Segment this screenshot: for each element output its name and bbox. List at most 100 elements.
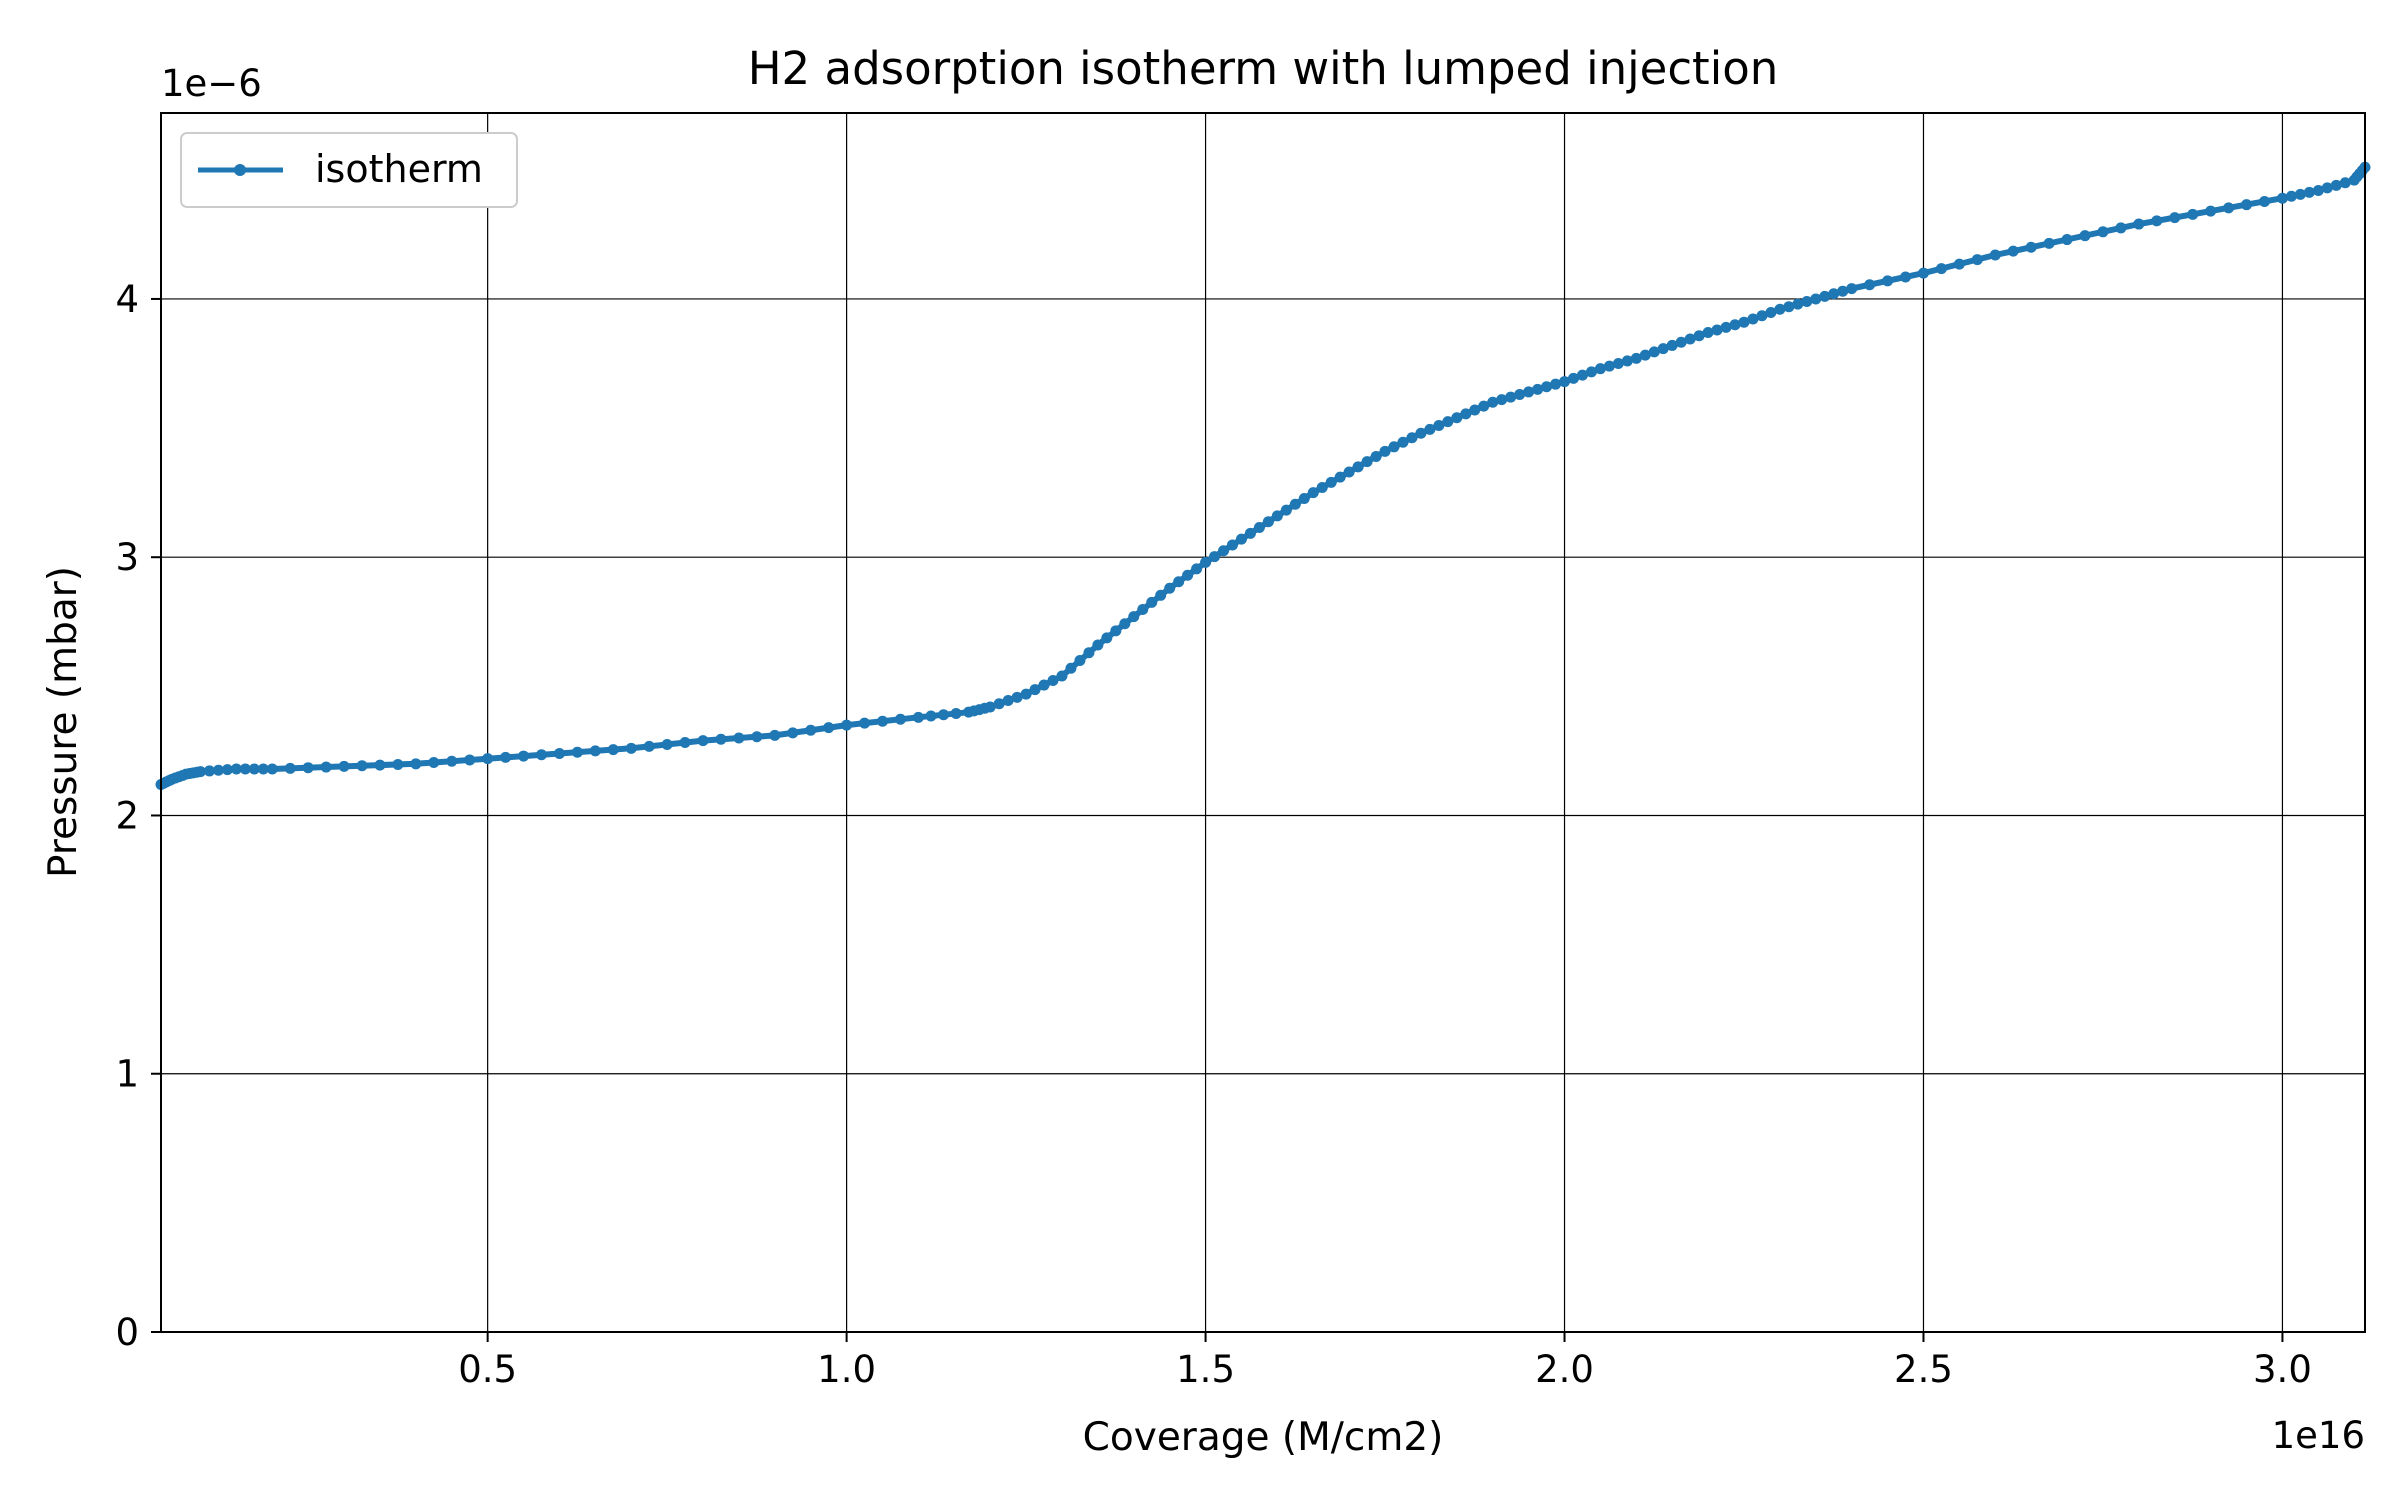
data-point bbox=[356, 760, 368, 772]
legend-box bbox=[180, 132, 518, 208]
y-axis-label: Pressure (mbar) bbox=[41, 566, 86, 878]
data-point bbox=[410, 758, 422, 770]
data-point bbox=[787, 727, 799, 739]
data-point bbox=[1002, 695, 1014, 707]
data-point bbox=[2061, 234, 2073, 246]
data-point bbox=[1271, 510, 1283, 522]
data-point bbox=[320, 761, 332, 773]
data-point bbox=[1352, 461, 1364, 473]
data-point bbox=[1155, 589, 1167, 601]
data-point bbox=[1576, 369, 1588, 381]
data-point bbox=[661, 738, 673, 750]
plot-background bbox=[161, 113, 2365, 1332]
data-point bbox=[1801, 296, 1813, 308]
data-point bbox=[257, 763, 269, 775]
data-point bbox=[841, 719, 853, 731]
data-point bbox=[1451, 412, 1463, 424]
y-tick-label: 3 bbox=[115, 536, 139, 579]
data-point bbox=[1702, 327, 1714, 339]
data-point bbox=[1029, 684, 1041, 696]
data-point bbox=[2097, 226, 2109, 238]
data-point bbox=[1989, 249, 2001, 261]
data-point bbox=[1657, 343, 1669, 355]
data-point bbox=[1020, 688, 1032, 700]
data-point bbox=[859, 717, 871, 729]
data-point bbox=[1639, 349, 1651, 361]
data-point bbox=[1774, 303, 1786, 315]
data-point bbox=[715, 733, 727, 745]
data-point bbox=[1711, 324, 1723, 336]
series-markers-isotherm bbox=[155, 161, 2371, 790]
data-point bbox=[1666, 339, 1678, 351]
data-point bbox=[212, 764, 224, 776]
data-point bbox=[769, 729, 781, 741]
data-point bbox=[1882, 275, 1894, 287]
data-point bbox=[553, 747, 565, 759]
data-point bbox=[2339, 177, 2351, 189]
data-point bbox=[1810, 293, 1822, 305]
data-point bbox=[1182, 569, 1194, 581]
data-point bbox=[2007, 245, 2019, 257]
data-point bbox=[751, 731, 763, 743]
data-point bbox=[2187, 208, 2199, 220]
data-point bbox=[1971, 254, 1983, 266]
data-point bbox=[1514, 389, 1526, 401]
data-point bbox=[221, 764, 233, 776]
x-tick-label: 3.0 bbox=[2253, 1348, 2312, 1391]
data-point bbox=[1173, 576, 1185, 588]
data-point bbox=[1846, 283, 1858, 295]
data-point bbox=[697, 735, 709, 747]
data-point bbox=[938, 709, 950, 721]
data-point bbox=[1935, 263, 1947, 275]
data-point bbox=[535, 749, 547, 761]
data-point bbox=[2205, 205, 2217, 217]
x-tick-label: 1.5 bbox=[1176, 1348, 1235, 1391]
data-point bbox=[1837, 285, 1849, 297]
data-point bbox=[1200, 556, 1212, 568]
data-point bbox=[1307, 487, 1319, 499]
data-point bbox=[1433, 419, 1445, 431]
data-point bbox=[1630, 352, 1642, 364]
data-point bbox=[1828, 288, 1840, 300]
data-point bbox=[1209, 551, 1221, 563]
data-point bbox=[1074, 655, 1086, 667]
data-point bbox=[805, 724, 817, 736]
x-scale-label: 1e16 bbox=[2272, 1414, 2365, 1457]
data-point bbox=[1038, 679, 1050, 691]
data-point bbox=[500, 751, 512, 763]
data-point bbox=[912, 711, 924, 723]
data-point bbox=[1110, 625, 1122, 637]
data-point bbox=[1218, 545, 1230, 557]
series-layer bbox=[155, 161, 2371, 790]
data-point bbox=[679, 737, 691, 749]
data-point bbox=[1756, 310, 1768, 322]
data-point bbox=[1594, 363, 1606, 375]
data-point bbox=[302, 762, 314, 774]
data-point bbox=[2276, 192, 2288, 204]
data-point bbox=[1092, 639, 1104, 651]
data-point bbox=[2330, 179, 2342, 191]
data-point bbox=[1783, 301, 1795, 313]
data-point bbox=[1505, 391, 1517, 403]
data-point bbox=[1137, 604, 1149, 616]
data-point bbox=[1765, 307, 1777, 319]
data-point bbox=[1119, 618, 1131, 630]
data-point bbox=[1325, 476, 1337, 488]
data-point bbox=[1235, 533, 1247, 545]
data-point bbox=[338, 760, 350, 772]
x-axis-label: Coverage (M/cm2) bbox=[1083, 1415, 1444, 1460]
data-point bbox=[589, 745, 601, 757]
data-point bbox=[1603, 360, 1615, 372]
data-point bbox=[1334, 471, 1346, 483]
x-tick-label: 2.0 bbox=[1535, 1348, 1594, 1391]
data-point bbox=[1523, 386, 1535, 398]
data-point bbox=[1244, 527, 1256, 539]
data-point bbox=[625, 742, 637, 754]
data-point bbox=[1191, 563, 1203, 575]
data-point bbox=[2151, 215, 2163, 227]
data-point bbox=[2258, 195, 2270, 207]
data-point bbox=[1720, 321, 1732, 333]
data-point bbox=[1343, 466, 1355, 478]
